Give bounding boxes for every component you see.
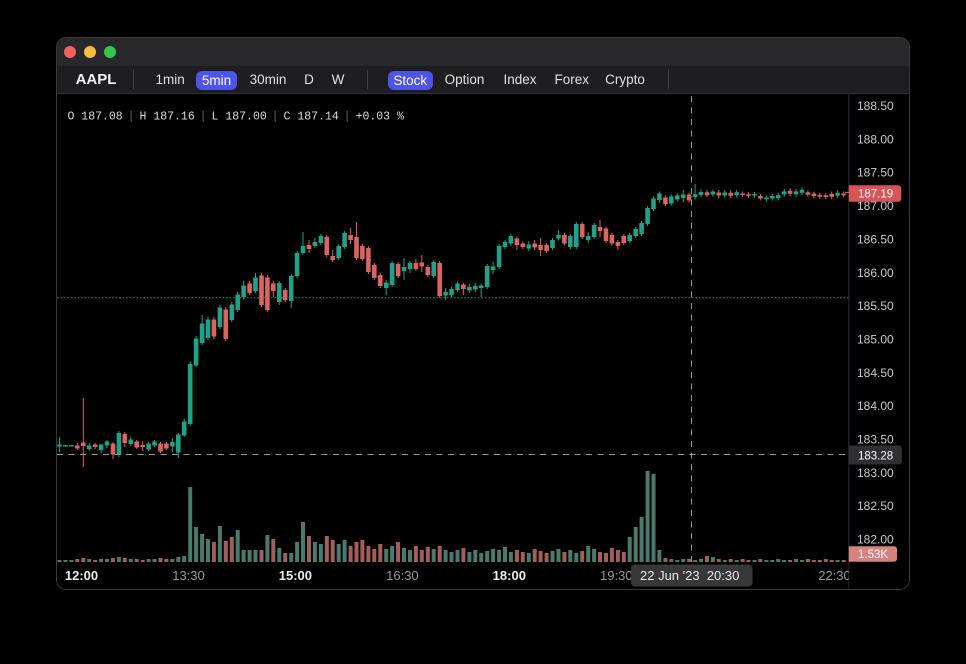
svg-text:183.50: 183.50 — [857, 433, 894, 447]
svg-text:186.00: 186.00 — [857, 266, 894, 280]
svg-text:1.53K: 1.53K — [858, 549, 888, 561]
svg-text:19:30: 19:30 — [600, 568, 633, 583]
svg-text:13:30: 13:30 — [172, 568, 205, 583]
svg-text:187.19: 187.19 — [858, 189, 893, 201]
svg-text:188.50: 188.50 — [857, 99, 894, 113]
svg-text:188.00: 188.00 — [857, 132, 894, 146]
svg-text:182.00: 182.00 — [857, 533, 894, 547]
svg-text:185.50: 185.50 — [857, 299, 894, 313]
svg-text:O 187.08 | H 187.16 | L 187.00: O 187.08 | H 187.16 | L 187.00 | C 187.1… — [68, 111, 404, 124]
svg-text:183.28: 183.28 — [858, 451, 893, 463]
svg-text:182.50: 182.50 — [857, 499, 894, 513]
svg-text:183.00: 183.00 — [857, 466, 894, 480]
svg-text:187.50: 187.50 — [857, 166, 894, 180]
svg-text:187.00: 187.00 — [857, 199, 894, 213]
svg-text:16:30: 16:30 — [386, 568, 419, 583]
svg-text:22:30: 22:30 — [818, 568, 851, 583]
svg-text:185.00: 185.00 — [857, 333, 894, 347]
svg-text:184.50: 184.50 — [857, 366, 894, 380]
svg-text:22 Jun '23 20:30: 22 Jun '23 20:30 — [640, 568, 739, 583]
svg-text:184.00: 184.00 — [857, 399, 894, 413]
svg-text:186.50: 186.50 — [857, 232, 894, 246]
svg-text:18:00: 18:00 — [493, 568, 526, 583]
svg-text:15:00: 15:00 — [279, 568, 312, 583]
svg-text:12:00: 12:00 — [65, 568, 98, 583]
